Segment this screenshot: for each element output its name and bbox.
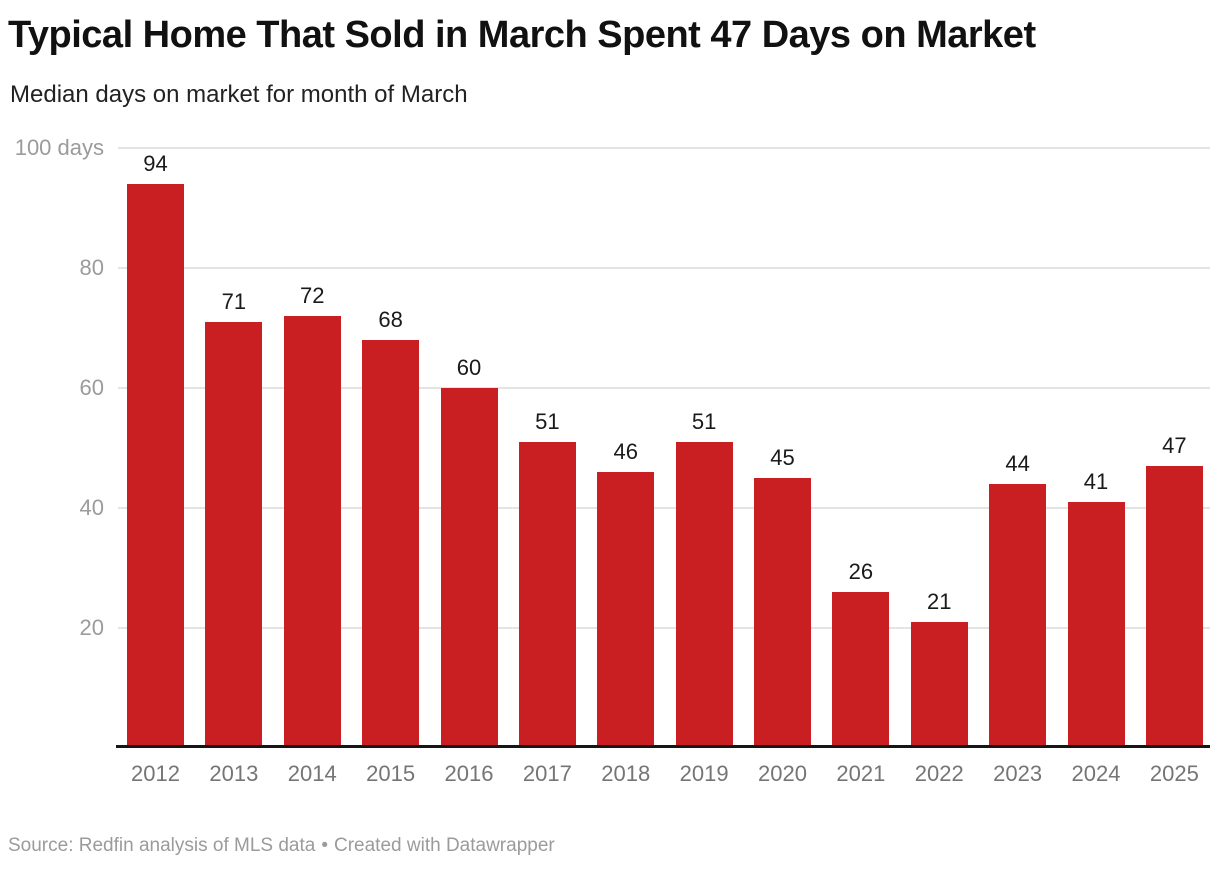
bar-value-label-2022: 21 xyxy=(927,589,952,614)
bar-value-label-2020: 45 xyxy=(770,445,795,470)
bar-value-label-2018: 46 xyxy=(613,439,638,464)
x-tick-label-2021: 2021 xyxy=(836,761,886,786)
bar-group-2025: 47 xyxy=(1145,148,1203,748)
y-tick-label-80: 80 xyxy=(79,255,104,280)
x-tick-label-2016: 2016 xyxy=(444,761,494,786)
y-tick-label-40: 40 xyxy=(79,495,104,520)
bar-group-2015: 68 xyxy=(362,148,420,748)
bar-value-label-2015: 68 xyxy=(378,307,403,332)
plot-area: 94 71 72 68 60 51 46 51 45 26 21 44 41 47 xyxy=(118,147,1210,748)
bar-value-label-2013: 71 xyxy=(221,289,247,314)
bar-2016 xyxy=(440,388,498,748)
gridline-20 xyxy=(118,627,1210,629)
x-tick-label-2014: 2014 xyxy=(287,761,337,786)
bars-row: 94 71 72 68 60 51 46 51 45 26 21 44 41 47 xyxy=(118,148,1210,748)
x-tick-label-2013: 2013 xyxy=(209,761,259,786)
x-tick-label-2024: 2024 xyxy=(1071,761,1121,786)
bar-value-label-2016: 60 xyxy=(456,355,482,380)
bar-2014 xyxy=(283,316,341,748)
bar-2017 xyxy=(518,442,576,748)
bar-value-label-2024: 41 xyxy=(1083,469,1109,494)
bar-2021 xyxy=(832,592,890,748)
gridline-80 xyxy=(118,267,1210,269)
bar-2018 xyxy=(597,472,655,748)
bar-value-label-2017: 51 xyxy=(535,409,560,434)
x-tick-label-2022: 2022 xyxy=(914,761,964,786)
y-tick-label-20: 20 xyxy=(79,615,104,640)
bar-value-label-2019: 51 xyxy=(691,409,717,434)
gridline-100 xyxy=(118,147,1210,149)
bar-group-2024: 41 xyxy=(1067,148,1125,748)
x-tick-label-2023: 2023 xyxy=(993,761,1043,786)
bar-group-2020: 45 xyxy=(754,148,811,748)
datawrapper-credit-link[interactable]: Created with Datawrapper xyxy=(334,835,555,856)
bar-group-2023: 44 xyxy=(989,148,1047,748)
x-tick-label-2025: 2025 xyxy=(1149,761,1199,786)
x-tick-label-2020: 2020 xyxy=(758,761,807,786)
bar-2020 xyxy=(754,478,811,748)
bar-group-2019: 51 xyxy=(675,148,733,748)
x-tick-label-2012: 2012 xyxy=(131,761,180,786)
bar-value-label-2014: 72 xyxy=(300,283,325,308)
y-axis: 20 40 60 80 100 days xyxy=(0,135,104,748)
y-tick-label-100: 100 days xyxy=(14,135,104,160)
bar-group-2013: 71 xyxy=(205,148,263,748)
y-tick-label-60: 60 xyxy=(79,375,104,400)
x-tick-label-2017: 2017 xyxy=(522,761,572,786)
bar-2015 xyxy=(362,340,420,748)
bar-value-label-2023: 44 xyxy=(1005,451,1030,476)
gridlines xyxy=(118,147,1210,748)
bar-group-2014: 72 xyxy=(283,148,341,748)
gridline-60 xyxy=(118,387,1210,389)
bar-value-label-2025: 47 xyxy=(1162,433,1187,458)
x-axis: 2012 2013 2014 2015 2016 2017 2018 2019 2020 2021… xyxy=(118,761,1210,787)
bar-group-2018: 46 xyxy=(597,148,655,748)
chart-subtitle: Median days on market for month of March xyxy=(10,81,468,108)
bar-2019 xyxy=(675,442,733,748)
bar-group-2016: 60 xyxy=(440,148,498,748)
bar-group-2021: 26 xyxy=(832,148,890,748)
bar-2024 xyxy=(1067,502,1125,748)
x-tick-label-2019: 2019 xyxy=(679,761,729,786)
gridline-40 xyxy=(118,507,1210,509)
bar-2012 xyxy=(127,184,184,748)
bar-group-2012: 94 xyxy=(127,148,184,748)
x-axis-baseline xyxy=(116,745,1210,748)
bar-value-label-2012: 94 xyxy=(143,151,168,176)
bar-2022 xyxy=(910,622,968,748)
chart-title: Typical Home That Sold in March Spent 47… xyxy=(8,14,1036,56)
separator-dot: • xyxy=(321,835,328,856)
x-tick-label-2018: 2018 xyxy=(601,761,651,786)
bar-2013 xyxy=(205,322,263,748)
source-text: Source: Redfin analysis of MLS data xyxy=(8,835,316,856)
bar-group-2017: 51 xyxy=(518,148,576,748)
bar-value-label-2021: 26 xyxy=(848,559,874,584)
source-line: Source: Redfin analysis of MLS data • Crea… xyxy=(8,834,555,858)
bar-group-2022: 21 xyxy=(910,148,968,748)
bar-2023 xyxy=(989,484,1047,748)
bar-2025 xyxy=(1145,466,1203,748)
x-tick-label-2015: 2015 xyxy=(366,761,416,786)
